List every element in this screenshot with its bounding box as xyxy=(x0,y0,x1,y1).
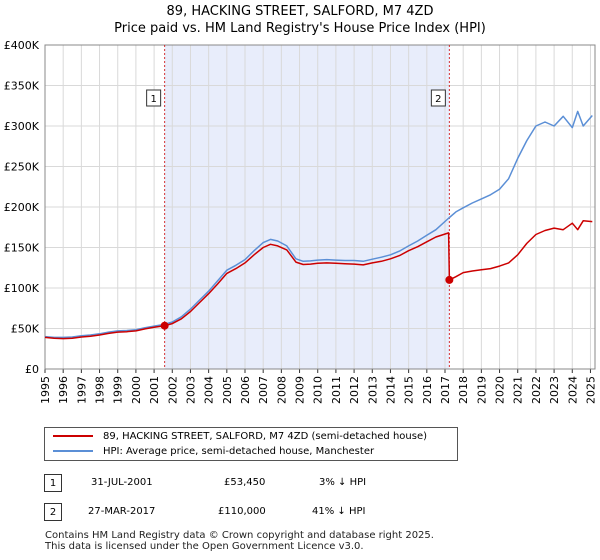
chart-title: 89, HACKING STREET, SALFORD, M7 4ZD xyxy=(166,4,434,19)
footer: Contains HM Land Registry data © Crown c… xyxy=(45,530,434,552)
y-tick-label: £0 xyxy=(25,363,39,376)
x-tick-label: 2003 xyxy=(184,376,197,404)
y-tick-label: £150K xyxy=(4,242,40,255)
transaction-date: 27-MAR-2017 xyxy=(88,506,156,517)
legend-label-hpi: HPI: Average price, semi-detached house,… xyxy=(103,446,375,457)
transaction-point xyxy=(160,321,169,330)
plot-border xyxy=(44,44,596,370)
transaction-hpi-diff: 41% ↓ HPI xyxy=(312,506,366,517)
x-tick-label: 2021 xyxy=(512,376,525,404)
legend: 89, HACKING STREET, SALFORD, M7 4ZD (sem… xyxy=(44,427,458,461)
footer-line-2: This data is licensed under the Open Gov… xyxy=(45,541,364,552)
x-tick-label: 2023 xyxy=(548,376,561,404)
x-tick-label: 2007 xyxy=(257,376,270,404)
annotation-label: 2 xyxy=(435,94,441,105)
x-tick-label: 1997 xyxy=(75,376,88,404)
legend-item-property: 89, HACKING STREET, SALFORD, M7 4ZD (sem… xyxy=(53,430,427,444)
y-tick-label: £200K xyxy=(4,201,40,214)
x-tick-label: 2008 xyxy=(275,376,288,404)
transaction-badge: 1 xyxy=(44,474,62,492)
x-tick-label: 2016 xyxy=(421,376,434,404)
transaction-badge: 2 xyxy=(44,503,62,521)
x-tick-label: 2014 xyxy=(384,376,397,404)
x-tick-label: 2000 xyxy=(130,376,143,404)
transaction-price: £110,000 xyxy=(218,506,266,517)
footer-line-1: Contains HM Land Registry data © Crown c… xyxy=(45,530,434,541)
transaction-price: £53,450 xyxy=(224,477,266,488)
property-price-line xyxy=(44,220,593,340)
x-tick-label: 2006 xyxy=(239,376,252,404)
x-tick-label: 2019 xyxy=(475,376,488,404)
x-tick-label: 2020 xyxy=(494,376,507,404)
x-tick-label: 2018 xyxy=(457,376,470,404)
y-tick-label: £50K xyxy=(11,323,40,336)
x-tick-label: 2015 xyxy=(403,376,416,404)
x-tick-label: 2024 xyxy=(566,376,579,404)
y-tick-label: £300K xyxy=(4,120,40,133)
legend-swatch-property xyxy=(53,435,93,437)
y-tick-label: £250K xyxy=(4,161,40,174)
x-tick-label: 2012 xyxy=(348,376,361,404)
annotation-label: 1 xyxy=(150,94,156,105)
legend-label-property: 89, HACKING STREET, SALFORD, M7 4ZD (sem… xyxy=(103,431,428,442)
x-tick-label: 1996 xyxy=(57,376,70,404)
x-tick-label: 2013 xyxy=(366,376,379,404)
x-tick-label: 2011 xyxy=(330,376,343,404)
hpi-line xyxy=(44,110,593,339)
x-tick-label: 2005 xyxy=(221,376,234,404)
legend-swatch-hpi xyxy=(53,450,93,452)
x-tick-label: 1995 xyxy=(39,376,52,404)
legend-item-hpi: HPI: Average price, semi-detached house,… xyxy=(53,445,374,459)
x-tick-label: 2001 xyxy=(148,376,161,404)
price-chart: 1995 1996 1997 1998 1999 2000 2001 2002 2003 2004… xyxy=(4,39,598,404)
x-tick-label: 2022 xyxy=(530,376,543,404)
x-tick-label: 2025 xyxy=(584,376,597,404)
x-tick-label: 1998 xyxy=(94,376,107,404)
x-tick-label: 2004 xyxy=(203,376,216,404)
transaction-point xyxy=(445,275,454,284)
y-tick-label: £400K xyxy=(4,39,40,52)
x-tick-label: 2002 xyxy=(166,376,179,404)
y-tick-label: £350K xyxy=(4,80,40,93)
x-tick-label: 2009 xyxy=(294,376,307,404)
chart-subtitle: Price paid vs. HM Land Registry's House … xyxy=(114,21,486,36)
x-tick-label: 2010 xyxy=(312,376,325,404)
transaction-hpi-diff: 3% ↓ HPI xyxy=(319,477,367,488)
x-tick-label: 1999 xyxy=(112,376,125,404)
annotation-box xyxy=(146,89,162,107)
x-tick-label: 2017 xyxy=(439,376,452,404)
annotation-box xyxy=(430,89,446,107)
y-tick-label: £100K xyxy=(4,282,40,295)
transaction-date: 31-JUL-2001 xyxy=(91,477,153,488)
